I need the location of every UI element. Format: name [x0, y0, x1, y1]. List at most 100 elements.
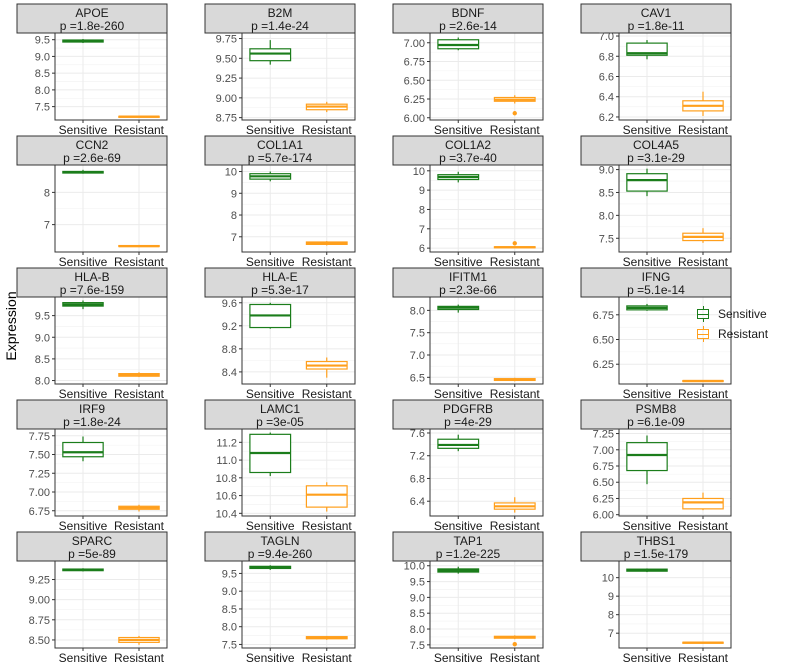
x-tick-label: Resistant [490, 651, 541, 665]
x-tick-label: Sensitive [623, 651, 672, 665]
x-tick-label: Resistant [302, 651, 353, 665]
y-tick-label: 6.2 [599, 112, 614, 124]
facet-strip [580, 399, 732, 430]
facet-pvalue-label: p =7.6e-159 [60, 283, 125, 297]
y-tick-label: 6.75 [593, 461, 614, 473]
x-tick-label: Sensitive [59, 651, 108, 665]
y-tick-label: 6.25 [593, 359, 614, 371]
x-tick-label: Sensitive [246, 387, 295, 401]
facet-gene-label: COL4A5 [633, 138, 679, 152]
x-tick-label: Resistant [114, 123, 165, 137]
y-tick-label: 6.75 [593, 310, 614, 322]
box-resistant [682, 641, 724, 644]
y-tick-label: 11.0 [216, 455, 237, 467]
y-tick-label: 7.25 [593, 429, 614, 441]
facet-strip [16, 3, 168, 34]
box-resistant [305, 482, 348, 512]
facet-pvalue-label: p =5.3e-17 [251, 283, 309, 297]
x-tick-label: Sensitive [59, 387, 108, 401]
y-tick-label: 8.5 [599, 187, 614, 199]
facet-pvalue-label: p =1.8e-24 [63, 415, 121, 429]
box-sensitive [437, 434, 480, 452]
y-tick-label: 7.5 [222, 639, 237, 651]
x-tick-label: Sensitive [623, 123, 672, 137]
panel-border [429, 164, 544, 253]
y-tick-label: 6 [419, 243, 425, 255]
facet-pvalue-label: p =5.1e-14 [627, 283, 685, 297]
box-resistant [118, 115, 160, 118]
facet-pvalue-label: p =1.2e-225 [436, 547, 501, 561]
box-resistant [305, 357, 348, 378]
facet-pvalue-label: p =2.3e-66 [439, 283, 497, 297]
x-tick-label: Resistant [490, 519, 541, 533]
y-tick-label: 8.0 [410, 624, 425, 636]
box-sensitive [249, 432, 292, 477]
y-tick-label: 10.4 [216, 508, 237, 520]
x-tick-label: Resistant [114, 255, 165, 269]
box-sensitive [62, 568, 104, 572]
y-axis-label: Expression [3, 291, 19, 361]
y-tick-label: 9.6 [222, 298, 237, 310]
y-tick-label: 9.5 [410, 577, 425, 589]
x-tick-label: Resistant [678, 651, 729, 665]
y-tick-label: 9.50 [216, 53, 237, 65]
x-tick-label: Sensitive [623, 255, 672, 269]
y-tick-label: 6.50 [593, 335, 614, 347]
x-tick-label: Resistant [302, 519, 353, 533]
y-tick-label: 9.0 [599, 165, 614, 177]
y-tick-label: 7.5 [410, 640, 425, 652]
box-sensitive [249, 565, 292, 570]
x-tick-label: Resistant [114, 387, 165, 401]
x-tick-label: Resistant [678, 123, 729, 137]
box-sensitive [626, 40, 668, 60]
box-resistant [118, 635, 160, 645]
panel-border [618, 296, 732, 385]
x-tick-label: Sensitive [59, 123, 108, 137]
y-tick-label: 8.0 [599, 210, 614, 222]
facet-pvalue-label: p =1.8e-11 [628, 19, 685, 33]
facet-pvalue-label: p =3e-05 [256, 415, 304, 429]
plot-area [55, 33, 167, 120]
y-tick-label: 9.25 [29, 575, 50, 587]
box-iqr [305, 485, 348, 508]
box-sensitive [437, 37, 480, 51]
box-iqr [249, 48, 292, 62]
facet-strip [204, 531, 356, 562]
y-tick-label: 10.6 [216, 491, 237, 503]
box-resistant [305, 101, 348, 113]
y-tick-label: 9.5 [35, 35, 50, 47]
plot-area [619, 297, 731, 384]
panel-border [618, 32, 732, 121]
x-tick-label: Resistant [302, 123, 353, 137]
y-tick-label: 8.8 [222, 344, 237, 356]
y-tick-label: 8.0 [222, 622, 237, 634]
box-resistant [118, 372, 160, 378]
plot-area [430, 561, 543, 648]
y-tick-label: 6.4 [410, 496, 425, 508]
y-tick-label: 8.0 [410, 305, 425, 317]
legend: Sensitive Resistant [695, 304, 768, 344]
facet-pvalue-label: p =1.5e-179 [624, 547, 689, 561]
plot-area [55, 561, 167, 648]
y-tick-label: 7.5 [35, 102, 50, 114]
legend-key-sensitive [695, 305, 712, 323]
y-tick-label: 7.00 [404, 38, 425, 50]
facet-strip [580, 135, 732, 166]
facet-pvalue-label: p =3.7e-40 [439, 151, 497, 165]
facet-strip [392, 531, 544, 562]
box-resistant [118, 244, 160, 248]
facet-gene-label: IFITM1 [449, 270, 487, 284]
y-tick-label: 10 [602, 573, 614, 585]
legend-label-sensitive: Sensitive [718, 307, 767, 321]
y-tick-label: 6.25 [593, 493, 614, 505]
y-tick-label: 10 [225, 167, 237, 179]
facet-gene-label: COL1A1 [257, 138, 303, 152]
y-tick-label: 8.50 [29, 635, 50, 647]
box-sensitive [437, 304, 480, 313]
box-resistant [305, 635, 348, 640]
